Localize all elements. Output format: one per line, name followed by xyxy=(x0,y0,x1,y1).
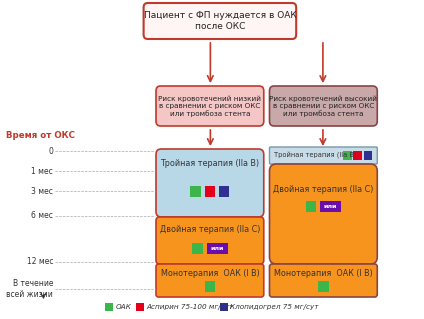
FancyBboxPatch shape xyxy=(156,149,264,217)
Bar xyxy=(343,151,351,160)
Text: Двойная терапия (IIa С): Двойная терапия (IIa С) xyxy=(273,184,374,194)
Text: Монотерапия  ОАК (I B): Монотерапия ОАК (I B) xyxy=(274,270,373,278)
Bar xyxy=(205,186,215,197)
Bar xyxy=(220,303,228,311)
Text: Тройная терапия (IIa B): Тройная терапия (IIa B) xyxy=(274,152,357,159)
Bar xyxy=(318,281,329,292)
FancyBboxPatch shape xyxy=(156,264,264,297)
Bar xyxy=(206,243,228,254)
Text: или: или xyxy=(324,204,337,209)
FancyBboxPatch shape xyxy=(270,264,377,297)
Bar xyxy=(192,243,203,254)
Bar xyxy=(354,151,362,160)
Text: Тройная терапия (IIa B): Тройная терапия (IIa B) xyxy=(160,159,259,167)
FancyBboxPatch shape xyxy=(270,164,377,264)
Text: 3 мес: 3 мес xyxy=(31,187,53,196)
FancyBboxPatch shape xyxy=(156,86,264,126)
Bar xyxy=(190,186,201,197)
Text: 0: 0 xyxy=(48,146,53,155)
FancyBboxPatch shape xyxy=(156,217,264,264)
Text: или: или xyxy=(210,246,224,251)
Text: 12 мес: 12 мес xyxy=(27,257,53,266)
FancyBboxPatch shape xyxy=(270,147,377,164)
FancyBboxPatch shape xyxy=(144,3,296,39)
Text: Пациент с ФП нуждается в ОАК
после ОКС: Пациент с ФП нуждается в ОАК после ОКС xyxy=(144,11,296,31)
Text: Двойная терапия (IIa C): Двойная терапия (IIa C) xyxy=(160,225,260,234)
Text: Аспирин 75-100 мг/сут: Аспирин 75-100 мг/сут xyxy=(146,304,234,310)
Bar xyxy=(320,201,341,212)
Text: ОАК: ОАК xyxy=(116,304,132,310)
Text: 1 мес: 1 мес xyxy=(31,167,53,175)
Bar xyxy=(364,151,373,160)
Text: 6 мес: 6 мес xyxy=(31,211,53,220)
Text: Риск кровотечений низкий
в сравнении с риском ОКС
или тромбоза стента: Риск кровотечений низкий в сравнении с р… xyxy=(159,95,261,117)
Text: Время от ОКС: Время от ОКС xyxy=(6,131,75,140)
Text: Риск кровотечений высокий
в сравнении с риском ОКС
или тромбоза стента: Риск кровотечений высокий в сравнении с … xyxy=(269,95,377,117)
Text: В течение
всей жизни: В течение всей жизни xyxy=(6,279,53,299)
Bar xyxy=(205,281,215,292)
Text: Монотерапия  ОАК (I B): Монотерапия ОАК (I B) xyxy=(161,270,259,278)
Bar xyxy=(219,186,229,197)
Text: Клопидогрел 75 мг/сут: Клопидогрел 75 мг/сут xyxy=(230,304,319,310)
FancyBboxPatch shape xyxy=(270,86,377,126)
Bar xyxy=(106,303,113,311)
Bar xyxy=(306,201,316,212)
Bar xyxy=(136,303,144,311)
